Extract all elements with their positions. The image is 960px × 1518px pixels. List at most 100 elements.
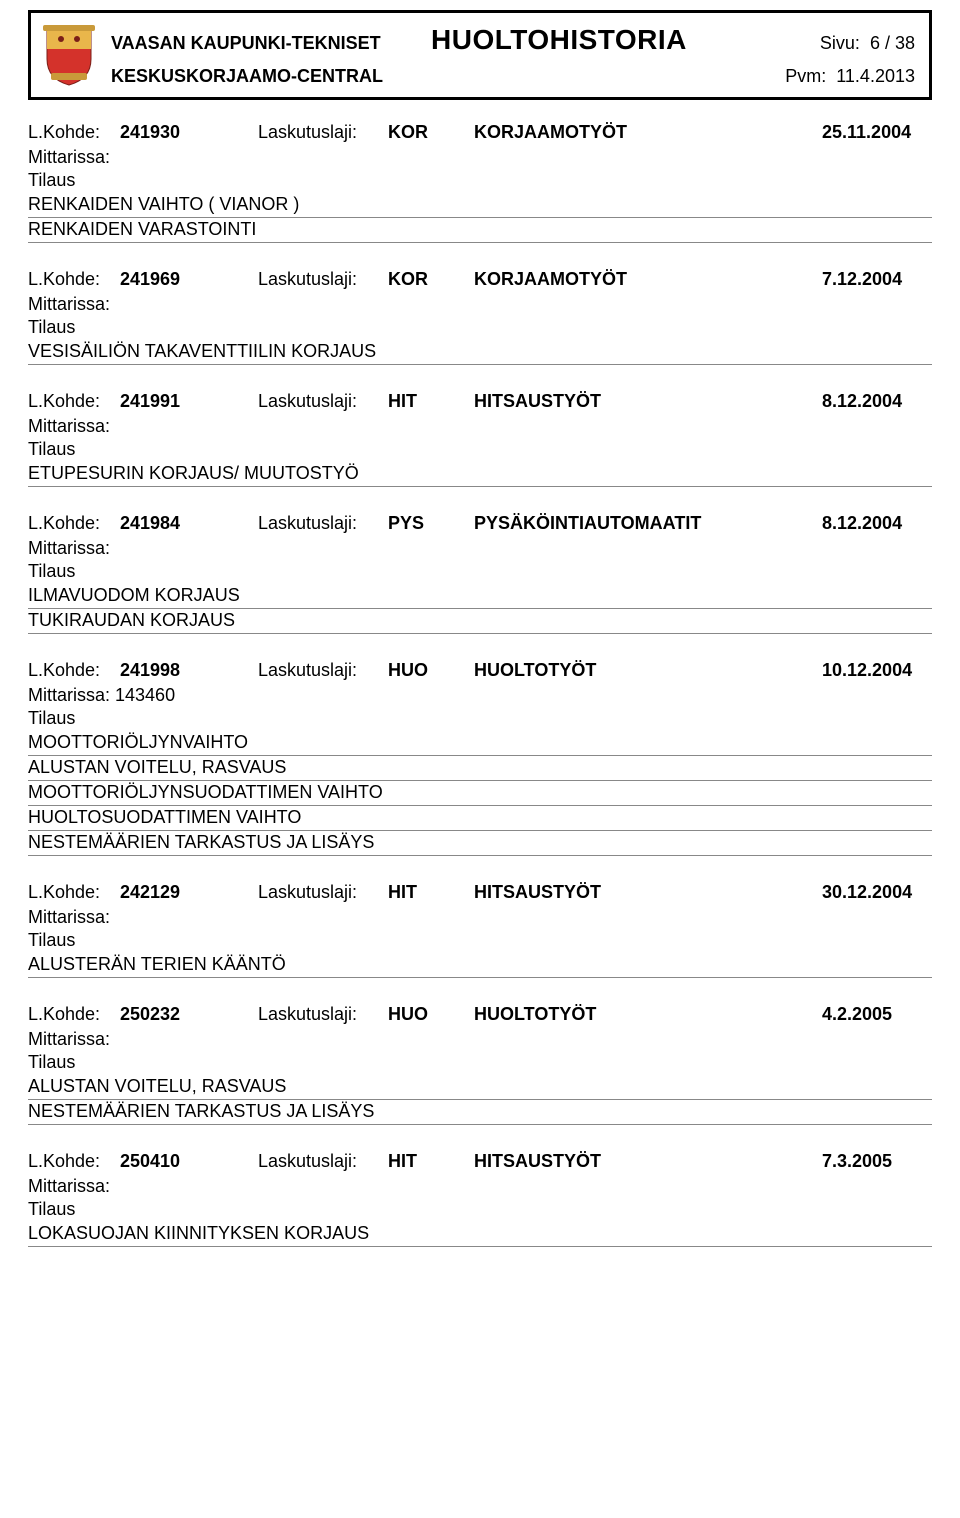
mittarissa-line: Mittarissa: 143460 bbox=[28, 685, 932, 706]
mittarissa-line: Mittarissa: bbox=[28, 147, 932, 168]
lkohde-label: L.Kohde: bbox=[28, 391, 120, 412]
lkohde-value: 242129 bbox=[120, 882, 258, 903]
laskutuslaji-value: PYS bbox=[388, 513, 474, 534]
work-item: ILMAVUODOM KORJAUS bbox=[28, 584, 932, 609]
work-item: NESTEMÄÄRIEN TARKASTUS JA LISÄYS bbox=[28, 831, 932, 856]
tilaus-label: Tilaus bbox=[28, 561, 932, 582]
tilaus-label: Tilaus bbox=[28, 317, 932, 338]
entry-header-row: L.Kohde:241998Laskutuslaji:HUOHUOLTOTYÖT… bbox=[28, 660, 932, 681]
entry-header-row: L.Kohde:241991Laskutuslaji:HITHITSAUSTYÖ… bbox=[28, 391, 932, 412]
category-value: HITSAUSTYÖT bbox=[474, 1151, 822, 1172]
work-item: RENKAIDEN VAIHTO ( VIANOR ) bbox=[28, 193, 932, 218]
tilaus-label: Tilaus bbox=[28, 1199, 932, 1220]
laskutuslaji-label: Laskutuslaji: bbox=[258, 1151, 388, 1172]
mittarissa-line: Mittarissa: bbox=[28, 1029, 932, 1050]
laskutuslaji-label: Laskutuslaji: bbox=[258, 391, 388, 412]
laskutuslaji-label: Laskutuslaji: bbox=[258, 660, 388, 681]
tilaus-label: Tilaus bbox=[28, 439, 932, 460]
mittarissa-line: Mittarissa: bbox=[28, 294, 932, 315]
work-item: ALUSTAN VOITELU, RASVAUS bbox=[28, 1075, 932, 1100]
lkohde-label: L.Kohde: bbox=[28, 882, 120, 903]
tilaus-label: Tilaus bbox=[28, 930, 932, 951]
page: VAASAN KAUPUNKI-TEKNISET HUOLTOHISTORIA … bbox=[0, 0, 960, 1293]
org-name-bottom: KESKUSKORJAAMO-CENTRAL bbox=[111, 66, 785, 87]
laskutuslaji-value: HUO bbox=[388, 660, 474, 681]
entry: L.Kohde:241991Laskutuslaji:HITHITSAUSTYÖ… bbox=[28, 391, 932, 487]
category-value: HITSAUSTYÖT bbox=[474, 391, 822, 412]
work-item: TUKIRAUDAN KORJAUS bbox=[28, 609, 932, 634]
mittarissa-line: Mittarissa: bbox=[28, 538, 932, 559]
header-row-2: KESKUSKORJAAMO-CENTRAL Pvm: 11.4.2013 bbox=[111, 66, 915, 87]
crest-icon bbox=[41, 23, 97, 87]
category-value: HITSAUSTYÖT bbox=[474, 882, 822, 903]
lkohde-label: L.Kohde: bbox=[28, 269, 120, 290]
laskutuslaji-value: HIT bbox=[388, 391, 474, 412]
work-item: ALUSTAN VOITELU, RASVAUS bbox=[28, 756, 932, 781]
page-info: Sivu: 6 / 38 bbox=[820, 33, 915, 54]
entry-date: 10.12.2004 bbox=[822, 660, 932, 681]
header-text: VAASAN KAUPUNKI-TEKNISET HUOLTOHISTORIA … bbox=[111, 24, 915, 87]
category-value: KORJAAMOTYÖT bbox=[474, 269, 822, 290]
lkohde-label: L.Kohde: bbox=[28, 513, 120, 534]
laskutuslaji-label: Laskutuslaji: bbox=[258, 1004, 388, 1025]
page-value: 6 / 38 bbox=[870, 33, 915, 53]
entry-date: 25.11.2004 bbox=[822, 122, 932, 143]
laskutuslaji-value: KOR bbox=[388, 269, 474, 290]
lkohde-label: L.Kohde: bbox=[28, 660, 120, 681]
work-item: RENKAIDEN VARASTOINTI bbox=[28, 218, 932, 243]
work-item: VESISÄILIÖN TAKAVENTTIILIN KORJAUS bbox=[28, 340, 932, 365]
page-label: Sivu: bbox=[820, 33, 860, 53]
category-value: HUOLTOTYÖT bbox=[474, 660, 822, 681]
report-header: VAASAN KAUPUNKI-TEKNISET HUOLTOHISTORIA … bbox=[28, 10, 932, 100]
lkohde-value: 241998 bbox=[120, 660, 258, 681]
work-item: LOKASUOJAN KIINNITYKSEN KORJAUS bbox=[28, 1222, 932, 1247]
entry-header-row: L.Kohde:250232Laskutuslaji:HUOHUOLTOTYÖT… bbox=[28, 1004, 932, 1025]
header-date: Pvm: 11.4.2013 bbox=[785, 66, 915, 87]
mittarissa-line: Mittarissa: bbox=[28, 907, 932, 928]
laskutuslaji-label: Laskutuslaji: bbox=[258, 882, 388, 903]
laskutuslaji-value: HIT bbox=[388, 1151, 474, 1172]
date-label: Pvm: bbox=[785, 66, 826, 86]
mittarissa-line: Mittarissa: bbox=[28, 1176, 932, 1197]
entry-date: 8.12.2004 bbox=[822, 391, 932, 412]
lkohde-label: L.Kohde: bbox=[28, 122, 120, 143]
entry: L.Kohde:242129Laskutuslaji:HITHITSAUSTYÖ… bbox=[28, 882, 932, 978]
org-name-top: VAASAN KAUPUNKI-TEKNISET bbox=[111, 33, 431, 54]
entry-date: 8.12.2004 bbox=[822, 513, 932, 534]
entry-header-row: L.Kohde:242129Laskutuslaji:HITHITSAUSTYÖ… bbox=[28, 882, 932, 903]
lkohde-label: L.Kohde: bbox=[28, 1004, 120, 1025]
document-title: HUOLTOHISTORIA bbox=[431, 24, 820, 56]
work-item: HUOLTOSUODATTIMEN VAIHTO bbox=[28, 806, 932, 831]
entry-date: 7.12.2004 bbox=[822, 269, 932, 290]
laskutuslaji-value: KOR bbox=[388, 122, 474, 143]
tilaus-label: Tilaus bbox=[28, 708, 932, 729]
lkohde-value: 241984 bbox=[120, 513, 258, 534]
laskutuslaji-label: Laskutuslaji: bbox=[258, 513, 388, 534]
entry: L.Kohde:241984Laskutuslaji:PYSPYSÄKÖINTI… bbox=[28, 513, 932, 634]
entries-container: L.Kohde:241930Laskutuslaji:KORKORJAAMOTY… bbox=[28, 122, 932, 1247]
entry: L.Kohde:241998Laskutuslaji:HUOHUOLTOTYÖT… bbox=[28, 660, 932, 856]
entry-header-row: L.Kohde:241969Laskutuslaji:KORKORJAAMOTY… bbox=[28, 269, 932, 290]
category-value: KORJAAMOTYÖT bbox=[474, 122, 822, 143]
laskutuslaji-value: HIT bbox=[388, 882, 474, 903]
work-item: ALUSTERÄN TERIEN KÄÄNTÖ bbox=[28, 953, 932, 978]
entry-date: 30.12.2004 bbox=[822, 882, 932, 903]
category-value: PYSÄKÖINTIAUTOMAATIT bbox=[474, 513, 822, 534]
date-value: 11.4.2013 bbox=[836, 66, 915, 86]
entry-header-row: L.Kohde:241930Laskutuslaji:KORKORJAAMOTY… bbox=[28, 122, 932, 143]
lkohde-value: 241930 bbox=[120, 122, 258, 143]
entry: L.Kohde:250410Laskutuslaji:HITHITSAUSTYÖ… bbox=[28, 1151, 932, 1247]
entry-date: 4.2.2005 bbox=[822, 1004, 932, 1025]
category-value: HUOLTOTYÖT bbox=[474, 1004, 822, 1025]
entry: L.Kohde:241930Laskutuslaji:KORKORJAAMOTY… bbox=[28, 122, 932, 243]
lkohde-value: 250410 bbox=[120, 1151, 258, 1172]
laskutuslaji-label: Laskutuslaji: bbox=[258, 122, 388, 143]
entry-date: 7.3.2005 bbox=[822, 1151, 932, 1172]
entry-header-row: L.Kohde:241984Laskutuslaji:PYSPYSÄKÖINTI… bbox=[28, 513, 932, 534]
lkohde-value: 241969 bbox=[120, 269, 258, 290]
header-row-1: VAASAN KAUPUNKI-TEKNISET HUOLTOHISTORIA … bbox=[111, 24, 915, 56]
tilaus-label: Tilaus bbox=[28, 170, 932, 191]
lkohde-value: 250232 bbox=[120, 1004, 258, 1025]
entry: L.Kohde:250232Laskutuslaji:HUOHUOLTOTYÖT… bbox=[28, 1004, 932, 1125]
work-item: MOOTTORIÖLJYNSUODATTIMEN VAIHTO bbox=[28, 781, 932, 806]
